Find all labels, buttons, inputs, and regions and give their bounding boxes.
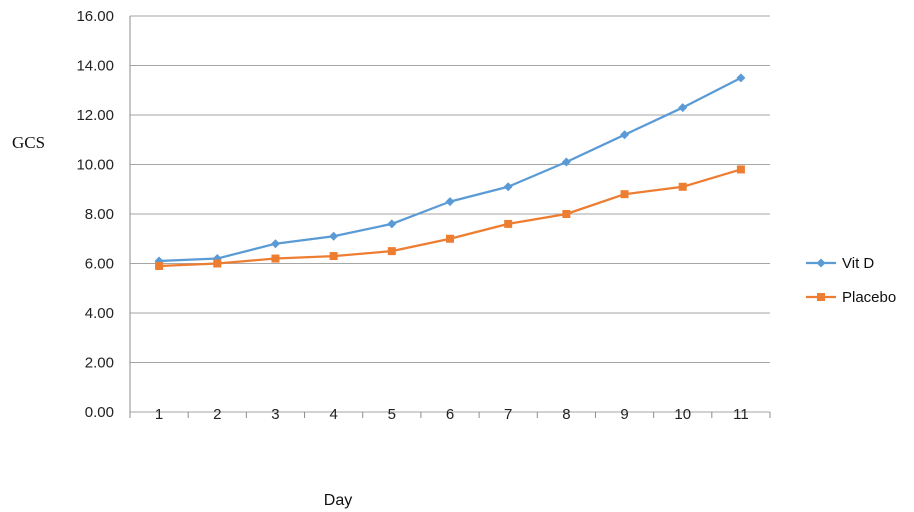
y-tick-label-16.00: 16.00: [76, 8, 114, 25]
data-point: [387, 247, 396, 256]
y-axis-label: GCS: [12, 133, 45, 152]
x-tick-label-5: 5: [388, 406, 396, 423]
data-point: [155, 261, 164, 270]
x-tick-label-11: 11: [733, 406, 749, 423]
legend-label: Vit D: [842, 255, 874, 272]
series-group: [154, 73, 746, 270]
data-point: [329, 252, 338, 261]
data-point: [620, 190, 629, 199]
y-tick-label-2.00: 2.00: [85, 355, 114, 372]
x-tick-label-3: 3: [271, 406, 279, 423]
x-tick-label-4: 4: [329, 406, 337, 423]
legend-label: Placebo: [842, 289, 896, 306]
data-point: [562, 210, 571, 218]
y-tick-label-4.00: 4.00: [85, 305, 114, 322]
data-point: [329, 231, 339, 241]
x-tick-label-10: 10: [674, 406, 691, 423]
series-line: [159, 76, 742, 263]
data-point: [736, 73, 746, 83]
y-tick-label-12.00: 12.00: [76, 107, 114, 124]
data-point: [445, 197, 455, 207]
data-point: [504, 219, 513, 228]
data-point: [213, 259, 222, 268]
legend-item-placebo: Placebo: [806, 289, 896, 306]
x-tick-label-2: 2: [213, 406, 221, 423]
legend-swatch-marker: [816, 258, 826, 268]
y-axis-ticks: 0.00 2.00 4.00 6.00 8.00 10.00 12.00 14.00 16.00: [76, 8, 114, 421]
data-point: [270, 239, 280, 249]
data-point: [678, 182, 687, 191]
legend-swatch-marker: [817, 293, 825, 301]
data-point: [446, 234, 454, 243]
data-point: [561, 157, 571, 167]
data-point: [678, 103, 688, 113]
y-tick-label-10.00: 10.00: [76, 157, 114, 174]
x-axis-label: Day: [324, 492, 352, 509]
x-tick-label-8: 8: [562, 406, 570, 423]
x-tick-label-9: 9: [620, 406, 628, 423]
x-tick-label-6: 6: [446, 406, 454, 423]
legend-item-vit-d: Vit D: [806, 255, 874, 272]
x-axis-ticks: 1 2 3 4 5 6 7 8 9 10 11: [129, 406, 771, 423]
data-point: [620, 130, 630, 140]
y-tick-label-0.00: 0.00: [85, 404, 114, 421]
x-tick-label-1: 1: [155, 406, 163, 423]
y-tick-label-8.00: 8.00: [85, 206, 114, 223]
data-point: [271, 254, 280, 263]
series-placebo: [155, 165, 745, 270]
y-tick-label-6.00: 6.00: [85, 256, 114, 273]
gridlines: [129, 15, 770, 413]
legend: Vit D Placebo: [806, 255, 896, 306]
y-tick-label-14.00: 14.00: [76, 58, 114, 75]
x-tick-label-7: 7: [504, 406, 512, 423]
data-point: [736, 165, 745, 174]
data-point: [387, 219, 397, 229]
data-point: [503, 182, 513, 192]
